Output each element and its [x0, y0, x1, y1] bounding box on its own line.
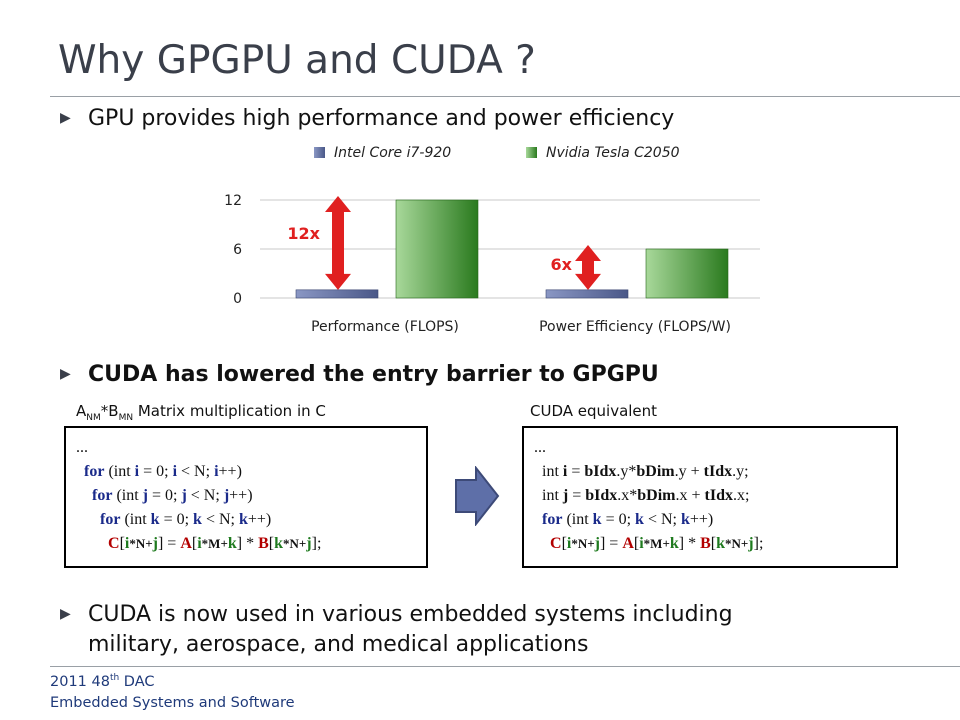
footer-divider	[50, 666, 960, 667]
triangle-bullet-icon: ▶	[60, 606, 71, 622]
bar-nvidia	[395, 199, 479, 299]
bullet-gpu-performance: ▶ GPU provides high performance and powe…	[60, 104, 674, 134]
footer-text: DAC	[119, 673, 155, 690]
footer-sup: th	[109, 673, 120, 683]
code-line: ...	[76, 439, 88, 456]
y-tick-label: 12	[224, 193, 242, 209]
label-part: Matrix multiplication in C	[133, 402, 326, 420]
bullet-text: GPU provides high performance and power …	[88, 106, 675, 131]
code-line: int i = bIdx.y*bDim.y + tIdx.y;	[534, 463, 749, 480]
right-arrow-icon	[454, 465, 500, 530]
code-line: for (int i = 0; i < N; i++)	[84, 463, 242, 480]
footer-text: 2011 48	[50, 673, 110, 690]
code-line: ...	[534, 439, 546, 456]
ratio-label: 6x	[551, 255, 573, 274]
code-line: C[i*N+j] = A[i*M+k] * B[k*N+j];	[550, 535, 764, 552]
legend-label: Nvidia Tesla C2050	[546, 145, 680, 161]
footer-line-1: 2011 48th DAC	[50, 668, 295, 693]
code-line: for (int j = 0; j < N; j++)	[92, 487, 253, 504]
label-sub: NM	[86, 413, 101, 423]
code-line: for (int k = 0; k < N; k++)	[100, 511, 272, 528]
bullet-cuda-embedded: ▶ CUDA is now used in various embedded s…	[60, 600, 733, 660]
label-part: *B	[100, 402, 119, 420]
legend-swatch	[526, 147, 537, 158]
bar-nvidia	[645, 248, 729, 299]
bullet-cuda-barrier: ▶ CUDA has lowered the entry barrier to …	[60, 360, 659, 390]
y-tick-label: 0	[233, 291, 242, 307]
c-code-box: ... for (int i = 0; i < N; i++) for (int…	[64, 426, 428, 568]
x-category-label: Performance (FLOPS)	[311, 319, 459, 335]
ratio-arrow	[575, 245, 601, 290]
ratio-label: 12x	[287, 224, 320, 243]
bar-intel	[295, 289, 379, 299]
flops-bar-chart: Intel Core i7-920 Nvidia Tesla C2050 0 6 12 P…	[180, 136, 780, 346]
label-sub: MN	[118, 413, 134, 423]
footer-line-2: Embedded Systems and Software	[50, 694, 295, 711]
slide-title: Why GPGPU and CUDA ?	[58, 38, 536, 83]
code-line: for (int k = 0; k < N; k++)	[542, 511, 714, 528]
chart-svg: Intel Core i7-920 Nvidia Tesla C2050 0 6 12 P…	[224, 145, 760, 335]
code-line: C[i*N+j] = A[i*M+k] * B[k*N+j];	[108, 535, 322, 552]
cuda-code-box: ... int i = bIdx.y*bDim.y + tIdx.y; int …	[522, 426, 898, 568]
ratio-arrow	[325, 196, 351, 290]
label-part: A	[76, 402, 87, 420]
y-tick-label: 6	[233, 242, 242, 258]
x-category-label: Power Efficiency (FLOPS/W)	[539, 319, 731, 335]
code-line: int j = bIdx.x*bDim.x + tIdx.x;	[534, 487, 750, 504]
cuda-code-label: CUDA equivalent	[530, 402, 658, 420]
bullet-text: CUDA has lowered the entry barrier to GP…	[88, 362, 659, 387]
bullet-line: military, aerospace, and medical applica…	[88, 632, 589, 657]
triangle-bullet-icon: ▶	[60, 110, 71, 126]
title-divider	[50, 96, 960, 97]
bullet-text: CUDA is now used in various embedded sys…	[88, 600, 733, 660]
legend-swatch	[314, 147, 325, 158]
legend-label: Intel Core i7-920	[334, 145, 451, 161]
triangle-bullet-icon: ▶	[60, 366, 71, 382]
c-code-label: ANM*BMN Matrix multiplication in C	[76, 402, 326, 423]
bar-intel	[545, 289, 629, 299]
footer: 2011 48th DAC Embedded Systems and Softw…	[50, 668, 295, 714]
bullet-line: CUDA is now used in various embedded sys…	[88, 602, 733, 627]
